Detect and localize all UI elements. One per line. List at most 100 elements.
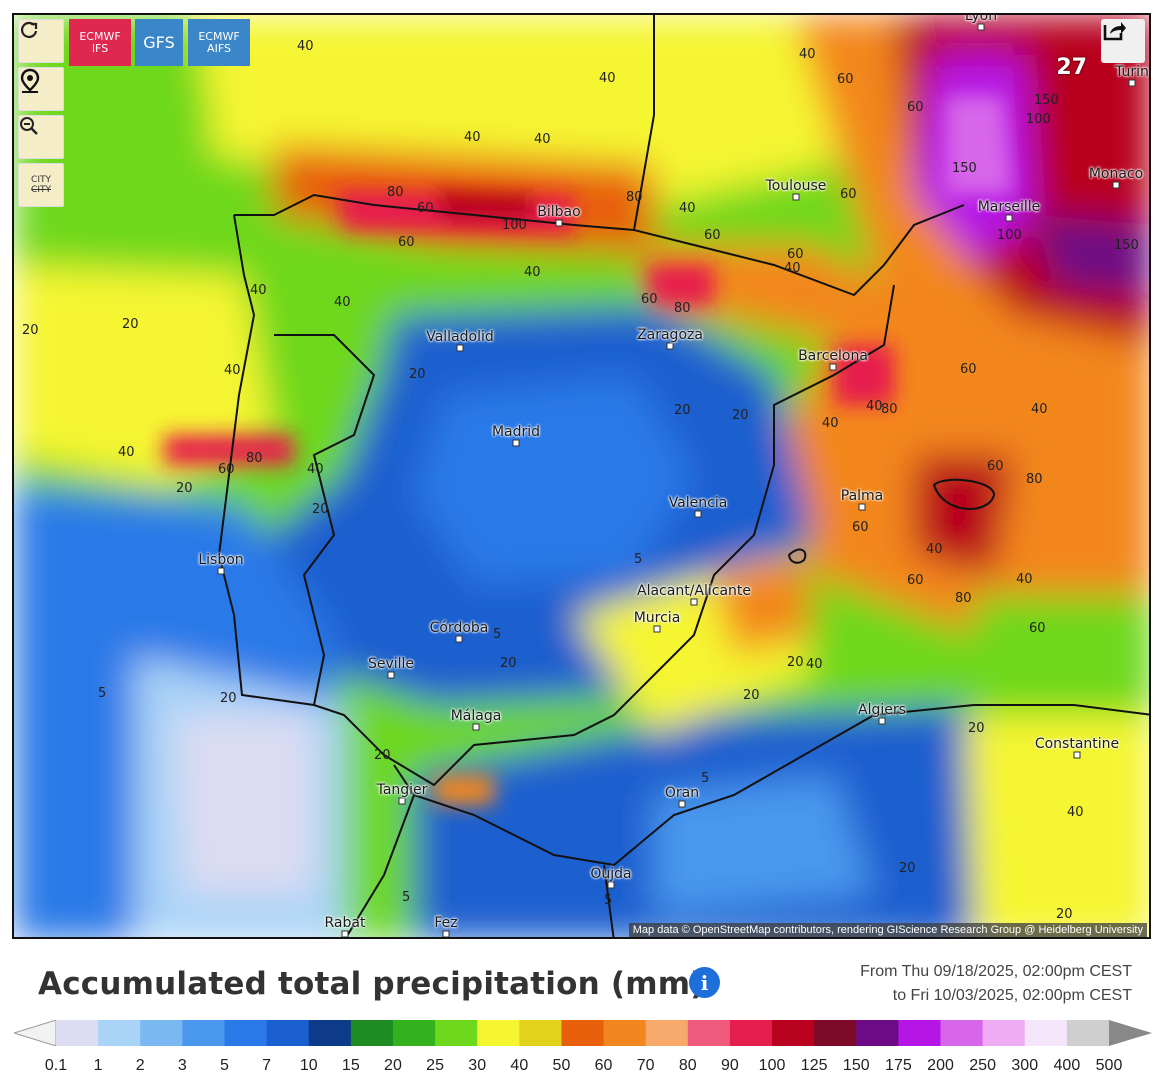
city-label: Zaragoza	[637, 327, 703, 343]
contour-label: 80	[1026, 472, 1043, 487]
legend-tick-label: 300	[1011, 1057, 1039, 1074]
legend-swatch	[982, 1020, 1026, 1046]
city-marker	[690, 598, 698, 606]
legend-swatch	[477, 1020, 520, 1046]
legend-tick-label: 2	[135, 1057, 145, 1074]
model-ecmwf-aifs-button[interactable]: ECMWF AIFS	[188, 19, 250, 66]
location-pin-icon	[20, 68, 40, 93]
city-marker	[653, 625, 661, 633]
legend-swatch	[392, 1020, 436, 1046]
precipitation-map[interactable]: Lyon Turin Monaco Toulouse Marseille Bilbao Va…	[12, 13, 1151, 939]
contour-label: 20	[743, 688, 760, 703]
contour-label: 40	[307, 462, 324, 477]
city-marker	[217, 567, 225, 575]
legend-tick-label: 7	[262, 1057, 272, 1074]
contour-label: 40	[297, 39, 314, 54]
city-marker	[512, 439, 520, 447]
contour-label: 40	[784, 261, 801, 276]
legend-swatch	[729, 1020, 773, 1046]
contour-label: 40	[250, 283, 267, 298]
contour-label: 5	[701, 771, 710, 786]
city-toggle-label: CITY	[31, 175, 51, 185]
partial-label: 27	[1056, 55, 1087, 80]
contour-label: 20	[968, 721, 985, 736]
legend-swatch	[603, 1020, 647, 1046]
contour-label: 60	[907, 573, 924, 588]
contour-label: 60	[417, 201, 434, 216]
contour-label: 40	[118, 445, 135, 460]
zoom-out-button[interactable]	[18, 115, 64, 159]
city-marker	[607, 881, 615, 889]
contour-label: 20	[22, 323, 39, 338]
legend-swatch	[1024, 1020, 1068, 1046]
city-toggle-label-struck: CITY	[31, 185, 51, 195]
legend-swatch	[435, 1020, 478, 1046]
contour-label: 80	[626, 190, 643, 205]
legend-tick-label: 150	[842, 1057, 870, 1074]
model-gfs-label: GFS	[143, 32, 175, 52]
city-label: Fez	[434, 915, 458, 931]
location-button[interactable]	[18, 67, 64, 111]
legend-swatch	[308, 1020, 352, 1046]
legend-arrow-high	[1109, 1020, 1152, 1046]
legend-tick-label: 40	[510, 1057, 529, 1074]
legend-tick-label: 15	[341, 1057, 360, 1074]
share-button[interactable]	[1101, 19, 1145, 63]
city-label: Toulouse	[765, 178, 827, 194]
info-button[interactable]: i	[689, 967, 720, 998]
model-gfs-button[interactable]: GFS	[135, 19, 183, 66]
city-label: Oran	[664, 785, 700, 801]
city-label: Tangier	[376, 782, 428, 798]
city-marker	[829, 363, 837, 371]
city-marker	[442, 930, 450, 937]
contour-label: 60	[218, 462, 235, 477]
contour-label: 5	[604, 893, 613, 908]
contour-label: 20	[409, 367, 426, 382]
contour-label: 20	[122, 317, 139, 332]
refresh-button[interactable]	[18, 19, 64, 63]
city-label: Marseille	[977, 199, 1041, 215]
contour-label: 80	[674, 301, 691, 316]
city-toggle-button[interactable]: CITY CITY	[18, 163, 64, 207]
city-label: Alacant/Alicante	[636, 583, 752, 599]
contour-label: 20	[176, 481, 193, 496]
legend-tick-label: 200	[927, 1057, 954, 1074]
legend-tick-label: 0.1	[44, 1057, 68, 1074]
city-label: Bilbao	[537, 204, 581, 220]
city-label: Turin	[1115, 64, 1149, 80]
legend-tick-label: 400	[1053, 1057, 1081, 1074]
precipitation-field	[14, 15, 1149, 937]
contour-label: 80	[246, 451, 263, 466]
contour-label: 100	[1026, 112, 1051, 127]
contour-label: 40	[799, 47, 816, 62]
contour-label: 20	[732, 408, 749, 423]
legend-tick-label: 100	[758, 1057, 786, 1074]
contour-label: 150	[1114, 238, 1139, 253]
city-marker	[878, 717, 886, 725]
city-marker	[678, 800, 686, 808]
contour-label: 20	[787, 655, 804, 670]
color-legend-bar	[14, 1020, 1152, 1046]
city-marker	[694, 510, 702, 518]
contour-label: 40	[599, 71, 616, 86]
contour-label: 60	[704, 228, 721, 243]
legend-swatch	[140, 1020, 183, 1046]
legend-tick-label: 20	[384, 1057, 402, 1074]
legend-swatch	[56, 1020, 99, 1046]
legend-tick-label: 25	[426, 1057, 444, 1074]
legend-tick-label: 90	[721, 1057, 739, 1074]
legend-swatch	[224, 1020, 268, 1046]
contour-label: 20	[312, 502, 329, 517]
city-label: Palma	[840, 488, 884, 504]
contour-label: 40	[534, 132, 551, 147]
city-marker	[398, 797, 406, 805]
city-marker	[387, 671, 395, 679]
model-ecmwf-ifs-button[interactable]: ECMWF IFS	[69, 19, 131, 66]
contour-label: 40	[1031, 402, 1048, 417]
city-marker	[666, 342, 674, 350]
contour-label: 60	[837, 72, 854, 87]
contour-label: 20	[220, 691, 237, 706]
city-label: Barcelona	[798, 348, 868, 364]
legend-swatch	[645, 1020, 689, 1046]
legend-tick-label: 5	[220, 1057, 229, 1074]
